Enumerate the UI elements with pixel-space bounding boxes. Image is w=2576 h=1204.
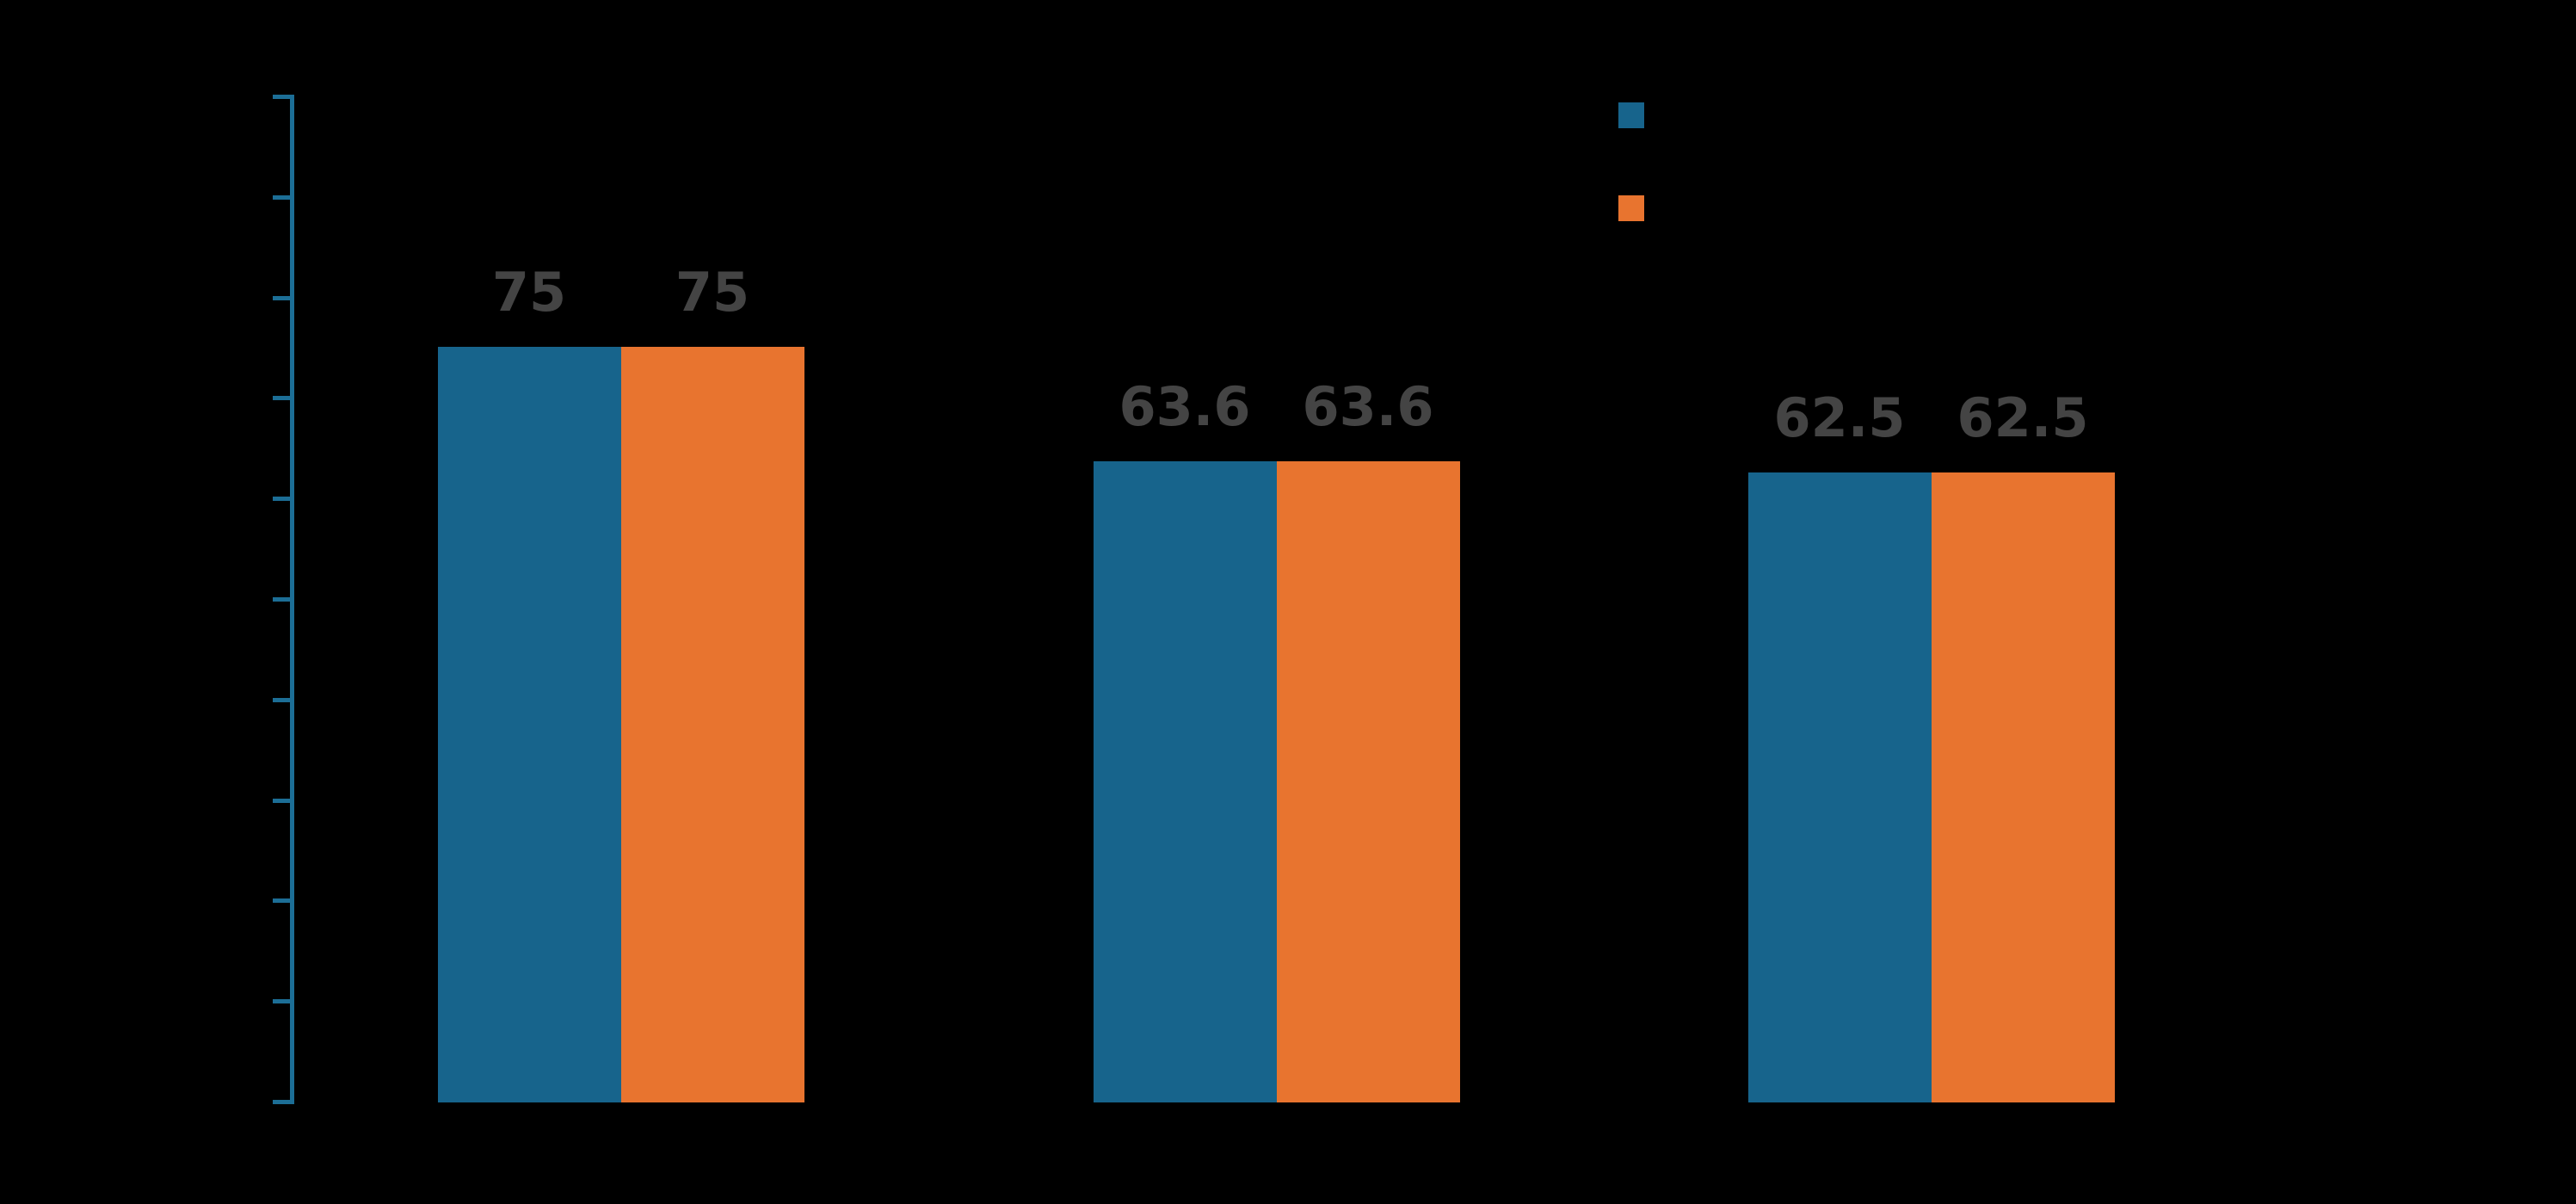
bar-series-1-group-2 xyxy=(1093,461,1277,1102)
bar-value-label: 63.6 xyxy=(1119,375,1251,439)
y-axis-tick xyxy=(273,597,290,602)
y-axis-tick xyxy=(273,95,290,99)
y-axis-tick xyxy=(273,697,290,702)
y-axis-line xyxy=(290,95,294,1104)
legend-swatch-orange-icon xyxy=(1618,195,1644,221)
bar-value-label: 75 xyxy=(675,260,750,324)
bar-value-label: 75 xyxy=(491,260,567,324)
bar-value-label: 62.5 xyxy=(1957,386,2089,450)
bar-value-label: 62.5 xyxy=(1773,386,1906,450)
bar-series-2-group-1 xyxy=(620,346,804,1102)
y-axis-tick xyxy=(273,396,290,401)
legend-swatch-blue-icon xyxy=(1618,102,1644,128)
bar-series-2-group-2 xyxy=(1276,461,1460,1102)
y-axis-tick xyxy=(273,497,290,502)
y-axis-tick xyxy=(273,898,290,904)
y-axis-tick xyxy=(273,798,290,803)
y-axis-tick xyxy=(273,999,290,1004)
bar-series-1-group-3 xyxy=(1747,472,1932,1102)
bar-series-2-group-3 xyxy=(1931,472,2115,1102)
y-axis-tick xyxy=(273,1100,290,1104)
y-axis-tick xyxy=(273,194,290,200)
y-axis-tick xyxy=(273,295,290,300)
bar-value-label: 63.6 xyxy=(1302,375,1434,439)
bar-series-1-group-1 xyxy=(437,346,621,1102)
